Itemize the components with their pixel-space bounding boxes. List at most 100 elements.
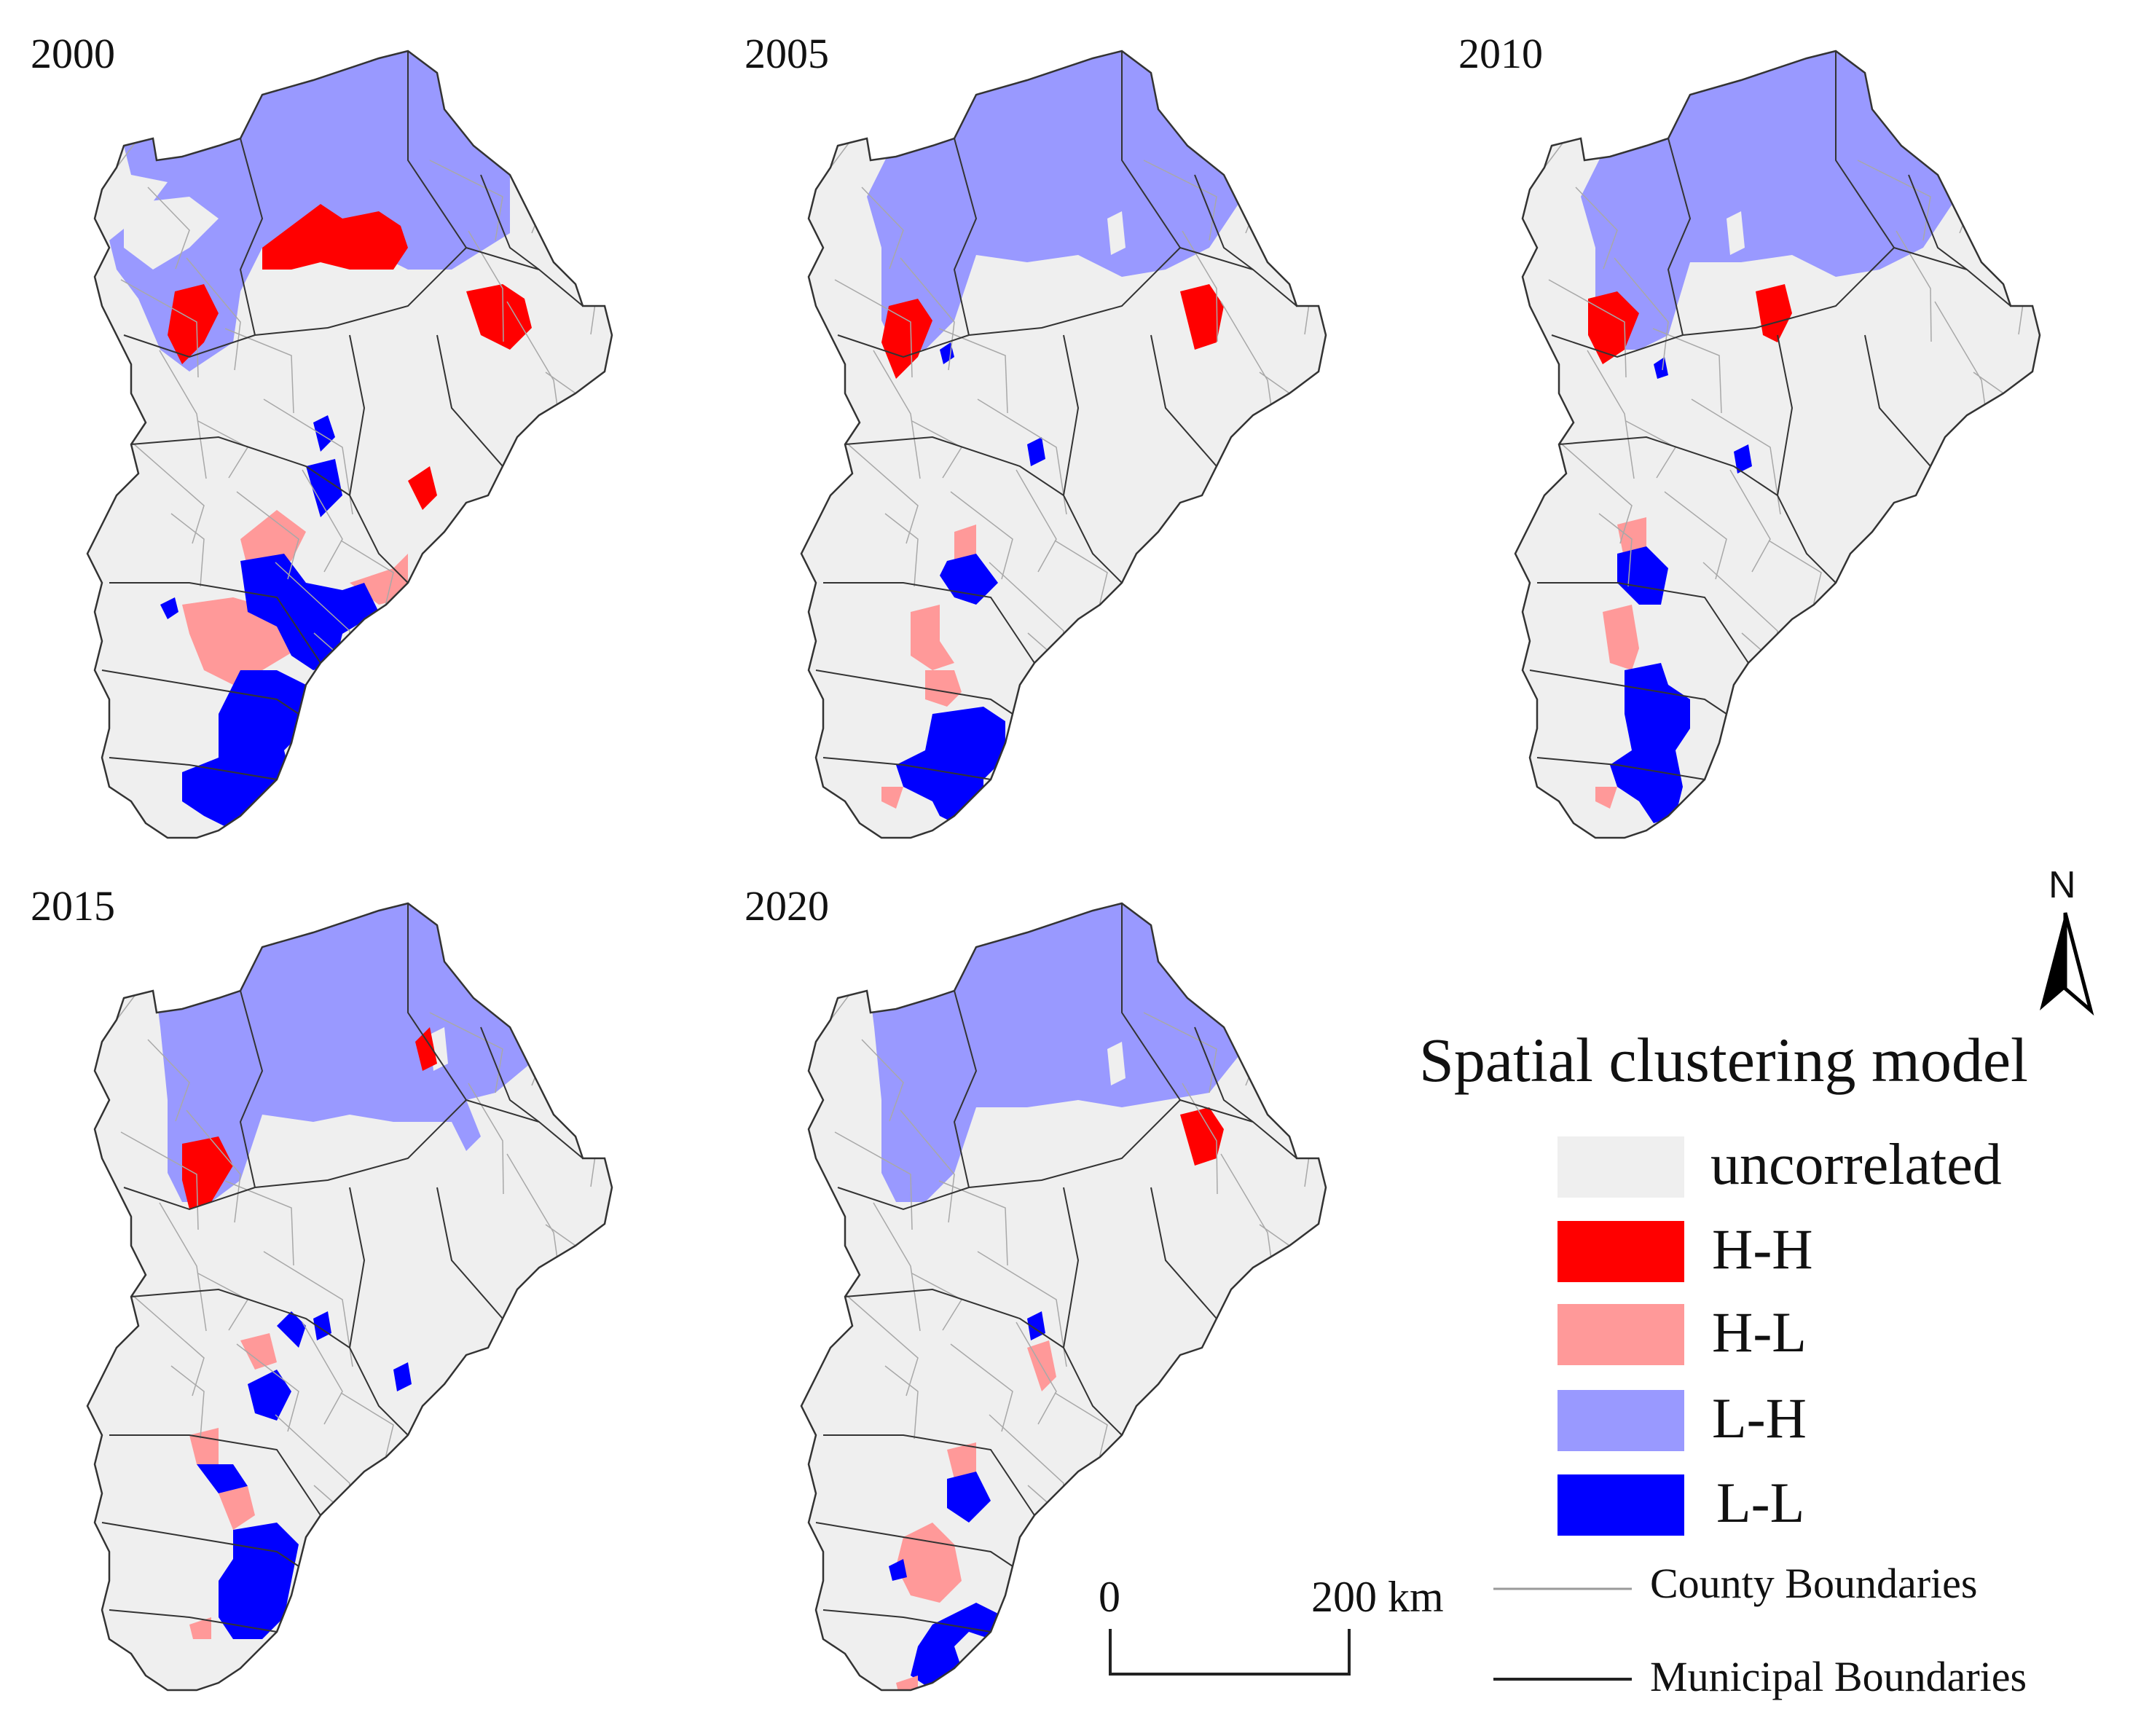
county-boundary [834, 1131, 913, 1230]
county-boundary [1614, 257, 1669, 371]
municipal-boundary [1121, 903, 1181, 1101]
north-arrow: N [2032, 863, 2113, 1016]
county-boundary [132, 1295, 205, 1397]
region-ll-8 [306, 459, 342, 517]
north-arrow-icon [2040, 912, 2094, 1016]
region-lh-0 [1581, 51, 1952, 350]
municipal-boundary [1558, 436, 1778, 496]
county-boundary [1054, 540, 1108, 616]
county-boundary [834, 279, 913, 378]
municipal-boundary [1682, 246, 2011, 336]
county-boundary [170, 513, 205, 587]
legend-item-hh: H-H [1557, 1217, 2133, 1287]
map-panel-2005: 2005 [714, 29, 1384, 845]
legend-item-hl: H-L [1557, 1300, 2133, 1370]
county-boundary-line [1493, 1587, 1632, 1590]
region-ll-8 [248, 1370, 291, 1421]
county-boundary [1143, 1012, 1217, 1093]
municipal-boundary [815, 1522, 1013, 1567]
legend-swatch [1557, 1474, 1684, 1536]
region-hh-5 [466, 284, 532, 350]
county-boundary-label: County Boundaries [1650, 1560, 1978, 1607]
municipal-boundary [1150, 334, 1217, 467]
region-ll-10 [197, 1464, 248, 1493]
county-boundary [1598, 513, 1633, 587]
county-boundary [390, 1626, 452, 1690]
region-hl-13 [189, 1617, 211, 1639]
municipal-boundary [1121, 51, 1181, 248]
municipal-boundary [1776, 334, 1837, 584]
legend-label: H-L [1712, 1300, 1807, 1364]
map-panel-2000: 2000 [0, 29, 670, 845]
scale-end-label: 200 km [1311, 1573, 1444, 1621]
municipal-boundary [968, 246, 1297, 336]
county-boundary [1054, 1392, 1108, 1468]
map-2005 [800, 50, 1327, 839]
municipal-boundary [968, 1099, 1297, 1188]
legend-label: H-H [1712, 1217, 1813, 1281]
county-boundary [1768, 540, 1822, 616]
county-boundary [352, 1555, 415, 1678]
municipal-boundary [1537, 582, 1749, 664]
municipal-boundary [1150, 1187, 1217, 1319]
county-boundary [900, 257, 955, 371]
county-boundary [1548, 279, 1627, 378]
municipal-boundary [1864, 334, 1931, 467]
municipal-boundary [815, 669, 1013, 715]
county-boundary [186, 257, 241, 371]
region-hh-2 [881, 299, 932, 379]
municipal-boundary [239, 990, 264, 1188]
region-ll-9 [1610, 663, 1690, 823]
cluster-regions [1529, 51, 2033, 838]
county-boundary [186, 1109, 241, 1223]
region-hl-8 [896, 1523, 962, 1603]
municipal-boundary [348, 334, 409, 584]
map-2020 [800, 902, 1327, 1692]
region-hh-4 [168, 284, 219, 364]
year-label: 2005 [745, 30, 829, 77]
legend-item-uncorrelated: uncorrelated [1557, 1133, 2133, 1202]
municipal-boundary [101, 1522, 299, 1567]
region-hh-2 [1588, 291, 1639, 364]
scale-bar [1109, 1629, 1351, 1676]
county-boundary [1780, 703, 1842, 825]
county-boundary [1664, 491, 1727, 580]
region-hh-6 [408, 466, 437, 510]
county-boundary [1857, 160, 1931, 241]
region-ll-12 [219, 1523, 299, 1639]
county-boundary [352, 703, 415, 825]
scale-start-label: 0 [1099, 1573, 1120, 1621]
municipal-boundary [837, 1187, 970, 1211]
county-boundary [120, 1131, 199, 1230]
county-boundary [950, 1343, 1013, 1432]
region-hh-2 [415, 1027, 437, 1071]
province-outline [1514, 50, 2041, 839]
county-boundary [340, 1392, 394, 1468]
region-ll-7 [947, 1472, 991, 1523]
county-boundary [147, 186, 190, 270]
county-boundary [873, 350, 921, 479]
municipal-boundary [109, 1434, 321, 1516]
county-boundary [1560, 442, 1633, 544]
legend-swatch [1557, 1304, 1684, 1365]
region-hh-3 [1756, 284, 1792, 342]
region-ll-6 [277, 1311, 306, 1348]
region-un-1 [1107, 1042, 1126, 1085]
legend-label: uncorrelated [1710, 1133, 2002, 1197]
legend-label: L-L [1716, 1471, 1805, 1534]
region-ll-14 [160, 597, 178, 619]
municipal-boundary [130, 436, 350, 496]
municipal-boundary [348, 1187, 409, 1436]
region-un-1 [124, 197, 219, 270]
region-ll-4 [1166, 1377, 1184, 1402]
county-boundary [417, 681, 502, 818]
region-un-1 [1107, 211, 1126, 255]
map-2015 [86, 902, 613, 1692]
map-panel-2015: 2015 [0, 881, 670, 1697]
region-ll-10 [911, 1603, 1005, 1690]
municipal-boundary-label: Municipal Boundaries [1650, 1653, 2027, 1700]
county-boundary [159, 1202, 207, 1332]
municipal-boundary [953, 990, 978, 1188]
municipal-boundary [254, 1099, 584, 1188]
municipal-boundary [109, 582, 321, 664]
